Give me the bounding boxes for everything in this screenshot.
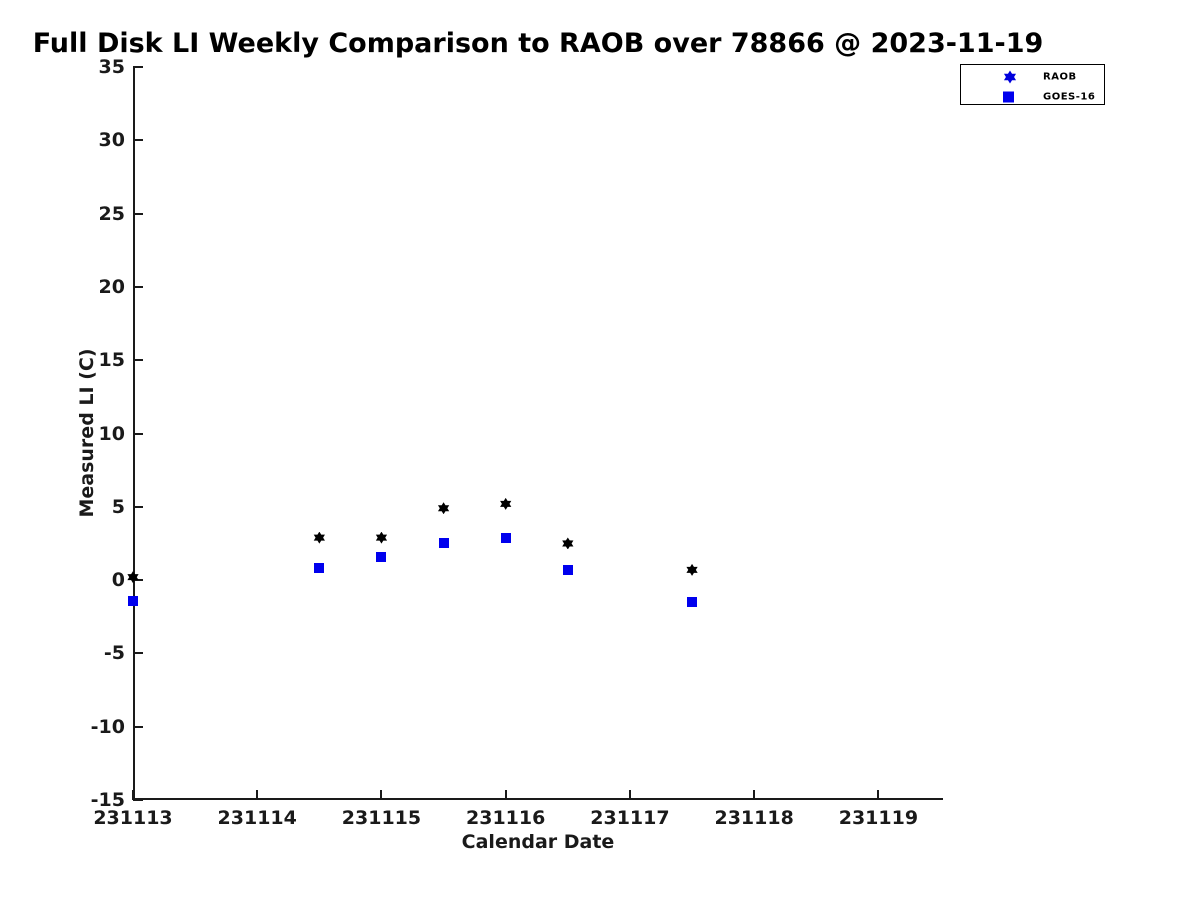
raob-point (313, 531, 325, 544)
goes16-point (438, 538, 449, 549)
legend: RAOB GOES-16 (960, 64, 1105, 105)
y-tick-label: 20 (98, 275, 125, 298)
x-tick-label: 231119 (838, 807, 919, 829)
legend-label: GOES-16 (1043, 91, 1096, 103)
y-tick-label: 10 (98, 422, 125, 445)
raob-point (500, 497, 512, 510)
x-tick (877, 790, 880, 800)
raob-point (437, 502, 450, 515)
x-tick-label: 231115 (341, 807, 422, 829)
goes16-point (500, 532, 511, 543)
y-tick (133, 652, 143, 655)
x-tick (504, 790, 507, 800)
legend-item-goes16: GOES-16 (961, 87, 1104, 107)
y-tick (133, 212, 143, 215)
goes16-legend-marker-icon (1003, 91, 1014, 103)
goes16-point (562, 564, 573, 575)
goes16-point (376, 551, 387, 562)
x-tick-label: 231114 (217, 807, 297, 829)
y-tick (133, 799, 143, 801)
x-tick (132, 790, 134, 800)
goes16-point (687, 597, 698, 608)
y-tick (133, 432, 143, 435)
x-tick (753, 790, 756, 800)
x-tick-label: 231116 (466, 807, 546, 829)
goes16-point (128, 595, 138, 606)
x-tick-label: 231117 (590, 807, 670, 829)
raob-point (686, 563, 698, 576)
x-tick (628, 790, 631, 800)
plot-area (133, 67, 943, 800)
goes16-point (314, 563, 325, 574)
x-tick (256, 790, 259, 800)
y-tick-label: 25 (98, 202, 125, 225)
y-tick-label: 30 (98, 129, 125, 152)
chart-title: Full Disk LI Weekly Comparison to RAOB o… (32, 28, 1044, 59)
y-axis-label: Measured LI (C) (76, 348, 98, 518)
legend-label: RAOB (1043, 71, 1077, 83)
y-tick (133, 139, 143, 142)
y-tick-label: 5 (111, 495, 125, 518)
y-tick (133, 725, 143, 728)
y-tick (133, 359, 143, 362)
y-tick (133, 66, 143, 68)
raob-point (375, 531, 388, 544)
y-tick-label: -15 (90, 789, 125, 811)
raob-legend-marker-icon (1003, 70, 1017, 84)
y-tick-label: -5 (103, 642, 125, 665)
raob-point (127, 571, 139, 584)
x-axis-label: Calendar Date (461, 831, 615, 853)
y-tick-label: 35 (98, 56, 125, 78)
x-tick (380, 790, 383, 800)
x-tick-label: 231118 (714, 807, 794, 829)
y-tick (133, 285, 143, 288)
legend-item-raob: RAOB (961, 67, 1104, 87)
raob-point (562, 537, 574, 550)
y-tick (133, 505, 143, 508)
y-tick-label: -10 (90, 715, 125, 738)
y-tick-label: 15 (98, 349, 125, 372)
y-tick-label: 0 (111, 569, 125, 592)
x-tick-label: 231113 (93, 807, 173, 829)
